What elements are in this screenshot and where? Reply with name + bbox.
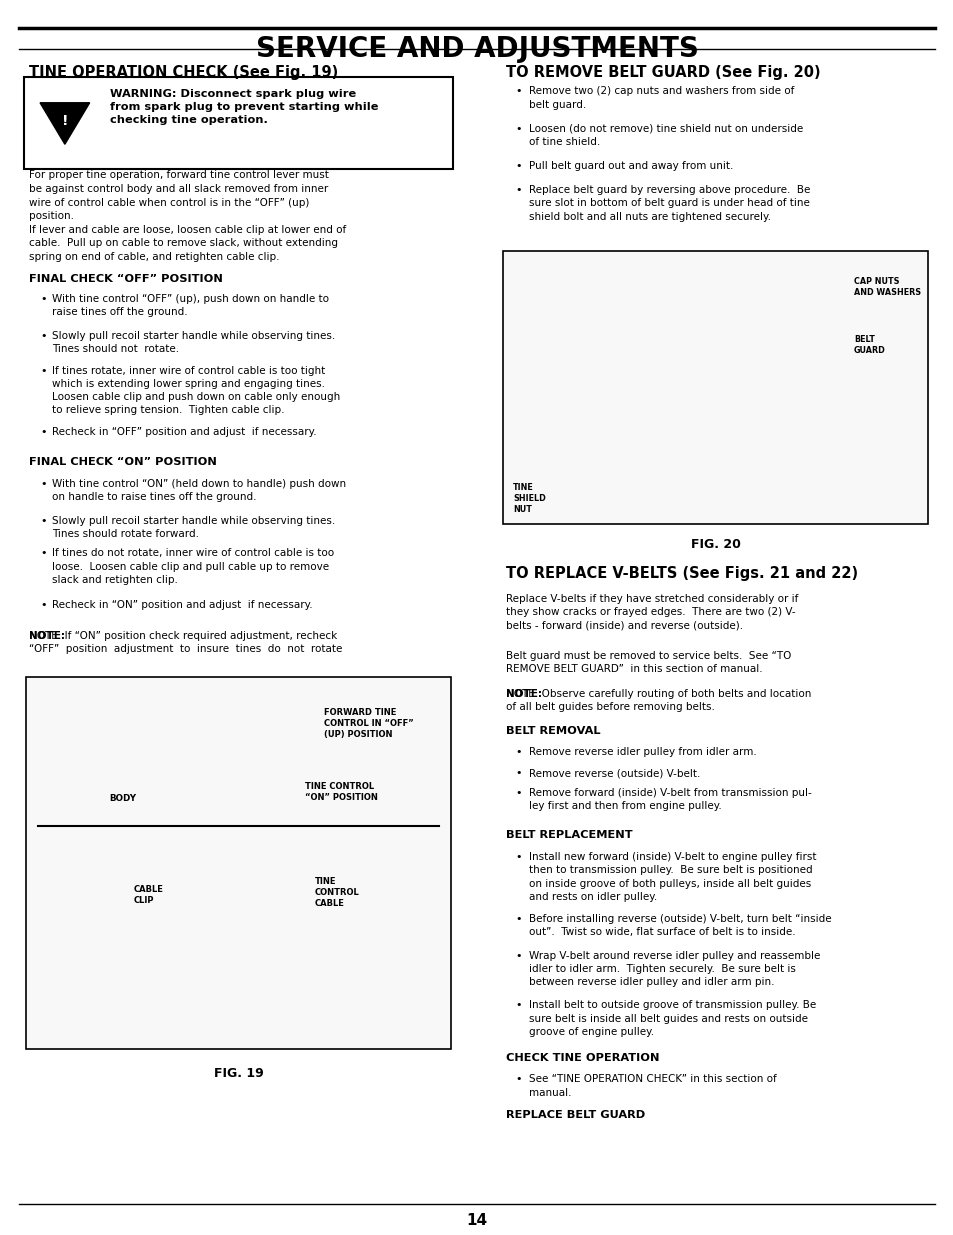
- Text: Install new forward (inside) V-belt to engine pulley first
then to transmission : Install new forward (inside) V-belt to e…: [529, 852, 816, 902]
- Text: •: •: [40, 294, 47, 304]
- FancyBboxPatch shape: [26, 677, 451, 1049]
- Text: •: •: [40, 331, 47, 341]
- Text: TINE CONTROL
“ON” POSITION: TINE CONTROL “ON” POSITION: [305, 782, 377, 802]
- Text: BELT
GUARD: BELT GUARD: [853, 335, 884, 354]
- Text: BELT REMOVAL: BELT REMOVAL: [505, 726, 599, 736]
- Text: Slowly pull recoil starter handle while observing tines.
Tines should rotate for: Slowly pull recoil starter handle while …: [52, 516, 335, 540]
- Text: •: •: [40, 427, 47, 437]
- Text: Wrap V-belt around reverse idler pulley and reassemble
idler to idler arm.  Tigh: Wrap V-belt around reverse idler pulley …: [529, 951, 820, 987]
- Text: CABLE
CLIP: CABLE CLIP: [133, 884, 163, 904]
- Text: •: •: [515, 185, 521, 195]
- Text: NOTE: Observe carefully routing of both belts and location
of all belt guides be: NOTE: Observe carefully routing of both …: [505, 689, 810, 713]
- Text: Belt guard must be removed to service belts.  See “TO
REMOVE BELT GUARD”  in thi: Belt guard must be removed to service be…: [505, 651, 790, 674]
- Text: BODY: BODY: [110, 794, 136, 803]
- FancyBboxPatch shape: [24, 77, 453, 169]
- Text: NOTE: If “ON” position check required adjustment, recheck
“OFF”  position  adjus: NOTE: If “ON” position check required ad…: [29, 631, 341, 655]
- Text: Pull belt guard out and away from unit.: Pull belt guard out and away from unit.: [529, 161, 733, 170]
- Polygon shape: [40, 103, 90, 144]
- Text: See “TINE OPERATION CHECK” in this section of
manual.: See “TINE OPERATION CHECK” in this secti…: [529, 1074, 777, 1098]
- Text: Recheck in “OFF” position and adjust  if necessary.: Recheck in “OFF” position and adjust if …: [52, 427, 316, 437]
- Text: REPLACE BELT GUARD: REPLACE BELT GUARD: [505, 1110, 644, 1120]
- Text: Replace V-belts if they have stretched considerably or if
they show cracks or fr: Replace V-belts if they have stretched c…: [505, 594, 797, 630]
- Text: •: •: [40, 366, 47, 375]
- Text: Recheck in “ON” position and adjust  if necessary.: Recheck in “ON” position and adjust if n…: [52, 600, 313, 610]
- Text: FIG. 19: FIG. 19: [213, 1067, 263, 1081]
- Text: TINE OPERATION CHECK (See Fig. 19): TINE OPERATION CHECK (See Fig. 19): [29, 65, 337, 80]
- Text: FINAL CHECK “ON” POSITION: FINAL CHECK “ON” POSITION: [29, 457, 216, 467]
- Text: CAP NUTS
AND WASHERS: CAP NUTS AND WASHERS: [853, 277, 920, 296]
- Text: FINAL CHECK “OFF” POSITION: FINAL CHECK “OFF” POSITION: [29, 274, 222, 284]
- Text: •: •: [515, 852, 521, 862]
- Text: •: •: [40, 479, 47, 489]
- Text: If tines do not rotate, inner wire of control cable is too
loose.  Loosen cable : If tines do not rotate, inner wire of co…: [52, 548, 335, 584]
- Text: •: •: [40, 548, 47, 558]
- Text: TO REMOVE BELT GUARD (See Fig. 20): TO REMOVE BELT GUARD (See Fig. 20): [505, 65, 820, 80]
- Text: Before installing reverse (outside) V-belt, turn belt “inside
out”.  Twist so wi: Before installing reverse (outside) V-be…: [529, 914, 831, 937]
- Text: Install belt to outside groove of transmission pulley. Be
sure belt is inside al: Install belt to outside groove of transm…: [529, 1000, 816, 1036]
- Text: CHECK TINE OPERATION: CHECK TINE OPERATION: [505, 1053, 659, 1063]
- Text: BELT REPLACEMENT: BELT REPLACEMENT: [505, 830, 632, 840]
- FancyBboxPatch shape: [502, 251, 927, 524]
- Text: •: •: [40, 516, 47, 526]
- Text: TO REPLACE V-BELTS (See Figs. 21 and 22): TO REPLACE V-BELTS (See Figs. 21 and 22): [505, 566, 857, 580]
- Text: Remove forward (inside) V-belt from transmission pul-
ley first and then from en: Remove forward (inside) V-belt from tran…: [529, 788, 811, 811]
- Text: TINE
SHIELD
NUT: TINE SHIELD NUT: [513, 483, 545, 514]
- Text: If tines rotate, inner wire of control cable is too tight
which is extending low: If tines rotate, inner wire of control c…: [52, 366, 340, 415]
- Text: SERVICE AND ADJUSTMENTS: SERVICE AND ADJUSTMENTS: [255, 35, 698, 63]
- Text: Remove reverse idler pulley from idler arm.: Remove reverse idler pulley from idler a…: [529, 747, 757, 757]
- Text: Replace belt guard by reversing above procedure.  Be
sure slot in bottom of belt: Replace belt guard by reversing above pr…: [529, 185, 810, 221]
- Text: •: •: [515, 86, 521, 96]
- Text: •: •: [515, 951, 521, 961]
- Text: •: •: [40, 600, 47, 610]
- Text: Remove two (2) cap nuts and washers from side of
belt guard.: Remove two (2) cap nuts and washers from…: [529, 86, 794, 110]
- Text: Slowly pull recoil starter handle while observing tines.
Tines should not  rotat: Slowly pull recoil starter handle while …: [52, 331, 335, 354]
- Text: •: •: [515, 914, 521, 924]
- Text: With tine control “ON” (held down to handle) push down
on handle to raise tines : With tine control “ON” (held down to han…: [52, 479, 346, 503]
- Text: •: •: [515, 768, 521, 778]
- Text: •: •: [515, 124, 521, 133]
- Text: NOTE:: NOTE:: [29, 631, 65, 641]
- Text: •: •: [515, 161, 521, 170]
- Text: TINE
CONTROL
CABLE: TINE CONTROL CABLE: [314, 877, 359, 909]
- Text: WARNING: Disconnect spark plug wire
from spark plug to prevent starting while
ch: WARNING: Disconnect spark plug wire from…: [110, 89, 377, 125]
- Text: 14: 14: [466, 1213, 487, 1228]
- Text: Remove reverse (outside) V-belt.: Remove reverse (outside) V-belt.: [529, 768, 700, 778]
- Text: With tine control “OFF” (up), push down on handle to
raise tines off the ground.: With tine control “OFF” (up), push down …: [52, 294, 329, 317]
- Text: •: •: [515, 788, 521, 798]
- Text: FORWARD TINE
CONTROL IN “OFF”
(UP) POSITION: FORWARD TINE CONTROL IN “OFF” (UP) POSIT…: [324, 708, 414, 739]
- Text: !: !: [62, 114, 68, 128]
- Text: Loosen (do not remove) tine shield nut on underside
of tine shield.: Loosen (do not remove) tine shield nut o…: [529, 124, 802, 147]
- Text: FIG. 20: FIG. 20: [690, 538, 740, 552]
- Text: •: •: [515, 1000, 521, 1010]
- Text: •: •: [515, 747, 521, 757]
- Text: For proper tine operation, forward tine control lever must
be against control bo: For proper tine operation, forward tine …: [29, 170, 346, 262]
- Text: •: •: [515, 1074, 521, 1084]
- Text: NOTE:: NOTE:: [505, 689, 541, 699]
